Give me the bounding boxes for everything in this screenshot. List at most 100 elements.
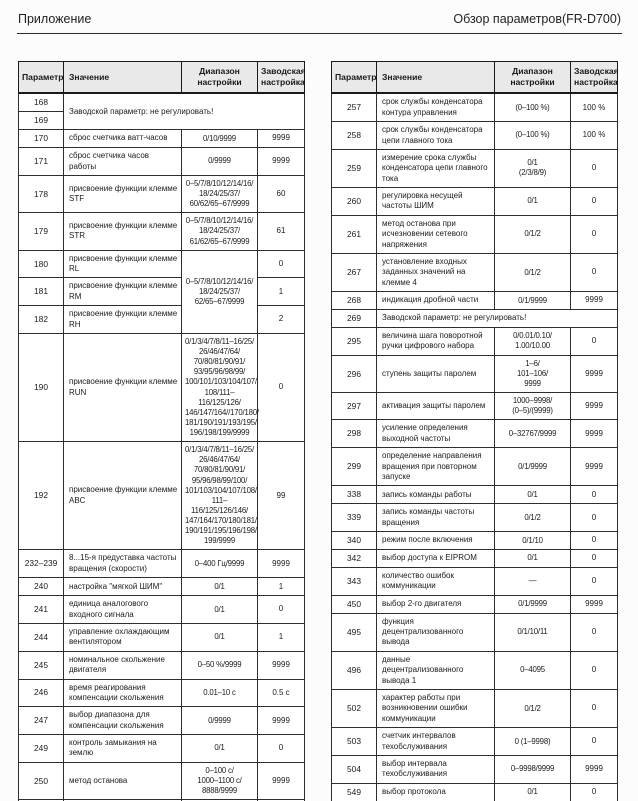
table-row: 182 присвоение функции клемме RH 2 <box>18 305 305 334</box>
range-cell: — <box>494 566 571 596</box>
table-row: 342 выбор доступа к EIPROM 0/1 0 <box>331 549 618 568</box>
value-cell: режим после включения <box>376 531 495 551</box>
range-cell: (0–100 %) <box>494 121 571 150</box>
table-row: 249 контроль замыкания на землю 0/1 0 <box>18 734 305 763</box>
range-cell: 0/1/2 <box>494 688 571 729</box>
value-cell: настройка "мягкой ШИМ" <box>63 577 182 597</box>
range-cell: 0 (1–9998) <box>494 727 571 756</box>
param-cell: 504 <box>331 754 377 784</box>
factory-cell: 0 <box>570 688 618 729</box>
table-row: 298 усиление определения выходной частоты… <box>331 419 618 449</box>
column-header: Заводская настройка <box>570 61 619 95</box>
param-cell: 268 <box>331 291 377 311</box>
table-body: 257 срок службы конденсатора контура упра… <box>331 92 618 801</box>
range-cell: 0/0.01/0.10/ 1.00/10.00 <box>494 327 571 356</box>
value-cell: измерение срока службы конденсатора цепи… <box>376 148 495 189</box>
table-row: 340 режим после включения 0/1/10 0 <box>331 531 618 551</box>
value-cell: сброс счетчика ватт-часов <box>63 129 182 149</box>
range-cell: 0–5/7/8/10/12/14/16/ 18/24/25/37/ 62/65–… <box>181 249 258 334</box>
factory-cell: 9999 <box>257 706 305 736</box>
table-row: 179 присвоение функции клемме STR 0–5/7/8/… <box>18 212 305 251</box>
table-row: 339 запись команды частоты вращения 0/1/2 0 <box>331 503 618 533</box>
factory-cell: 1 <box>257 577 305 597</box>
range-cell: 0/9999 <box>181 706 258 736</box>
column-header: Параметр <box>18 61 64 95</box>
table-row: 343 количество ошибок коммуникации —0 <box>331 566 618 596</box>
factory-cell: 100 % <box>570 121 618 150</box>
table-row: 299 определение направления вращения при … <box>331 447 618 487</box>
table-body: 168 Заводской параметр: не регулировать! 1… <box>18 92 305 801</box>
param-cell: 249 <box>18 734 64 763</box>
value-cell: присвоение функции клемме RM <box>63 277 182 307</box>
value-cell: выбор диапазона для компенсации скольжен… <box>63 706 182 736</box>
factory-cell: 99 <box>257 441 305 551</box>
value-cell: индикация дробной части <box>376 291 495 311</box>
factory-cell: 9999 <box>570 447 618 487</box>
table-row: 259 измерение срока службы конденсатора ц… <box>331 148 618 189</box>
table-row: 267 установление входных заданных значени… <box>331 253 618 293</box>
value-cell: сброс счетчика часов работы <box>63 147 182 176</box>
table-row: 504 выбор интервала техобслуживания 0–9998… <box>331 754 618 784</box>
param-cell: 257 <box>331 92 377 123</box>
factory-cell: 9999 <box>257 549 305 579</box>
range-cell: 0/1 <box>181 734 258 763</box>
table-row: 245 номинальное скольжение двигателя 0–50 … <box>18 650 305 680</box>
range-cell: 0/1/2 <box>494 503 571 533</box>
page-header-right: Обзор параметров(FR-D700) <box>453 12 621 26</box>
param-cell: 169 <box>18 111 64 131</box>
factory-cell: 9999 <box>570 354 618 394</box>
value-cell: метод останова <box>63 761 182 801</box>
column-header: Заводская настройка <box>257 61 306 95</box>
table-row: 168 Заводской параметр: не регулировать! <box>18 92 305 131</box>
range-cell: 0–32767/9999 <box>494 419 571 449</box>
param-cell: 269 <box>331 309 377 329</box>
table-row: 296 ступень защиты паролем 1–6/ 101–106/ 9… <box>331 354 618 394</box>
param-cell: 179 <box>18 212 64 251</box>
value-cell: усиление определения выходной частоты <box>376 419 495 449</box>
param-cell: 180 <box>18 249 64 279</box>
factory-cell: 0 <box>570 566 618 596</box>
param-cell: 297 <box>331 392 377 421</box>
header-rule <box>17 33 622 34</box>
value-cell: данные децентрализованного вывода 1 <box>376 650 495 691</box>
param-cell: 261 <box>331 214 377 255</box>
value-cell: установление входных заданных значений н… <box>376 253 495 293</box>
range-cell: 1000–9998/ (0–5)/(9999) <box>494 392 571 421</box>
param-cell: 240 <box>18 577 64 597</box>
table-row: 171 сброс счетчика часов работы 0/9999 9999 <box>18 147 305 176</box>
value-cell: выбор протокола <box>376 782 495 801</box>
value-cell: запись команды частоты вращения <box>376 503 495 533</box>
value-cell: управление охлаждающим вентилятором <box>63 622 182 652</box>
factory-cell: 2 <box>257 305 305 334</box>
table-row: 496 данные децентрализованного вывода 1 0–… <box>331 650 618 691</box>
table-row: 192 присвоение функции клемме ABC 0/1/3/4/… <box>18 441 305 551</box>
range-cell: 0/1 (2/3/8/9) <box>494 148 571 189</box>
column-header: Значение <box>63 61 182 95</box>
table-row: 241 единица аналогового входного сигнала 0… <box>18 595 305 624</box>
column-header: Диапазон настройки <box>181 61 258 95</box>
table-row: 495 функция децентрализованного вывода 0/1… <box>331 612 618 652</box>
factory-cell: 9999 <box>257 761 305 801</box>
factory-cell: 1 <box>257 277 305 307</box>
table-row: 295 величина шага поворотной ручки цифров… <box>331 327 618 356</box>
factory-cell: 9999 <box>570 392 618 421</box>
table-row: 257 срок службы конденсатора контура упра… <box>331 92 618 123</box>
param-cell: 503 <box>331 727 377 756</box>
table-row: 260 регулировка несущей частоты ШИМ 0/1 0 <box>331 187 618 216</box>
parameter-table-left: Параметр Значение Диапазон настройки Заводс… <box>18 61 306 801</box>
range-cell: 0/1 <box>181 622 258 652</box>
factory-cell: 0 <box>257 332 305 443</box>
range-cell: 0–400 Гц/9999 <box>181 549 258 579</box>
param-cell: 299 <box>331 447 377 487</box>
factory-cell: 0 <box>257 734 305 763</box>
factory-cell: 0 <box>570 503 618 533</box>
param-cell: 339 <box>331 503 377 533</box>
value-cell: присвоение функции клемме RH <box>63 305 182 334</box>
param-cell: 298 <box>331 419 377 449</box>
column-header: Значение <box>376 61 495 95</box>
table-row: 190 присвоение функции клемме RUN 0/1/3/4/… <box>18 332 305 443</box>
factory-cell: 0 <box>257 249 305 279</box>
factory-cell: 60 <box>257 174 305 214</box>
value-cell: срок службы конденсатора контура управле… <box>376 92 495 123</box>
value-cell: метод останова при исчезновении сетевого… <box>376 214 495 255</box>
